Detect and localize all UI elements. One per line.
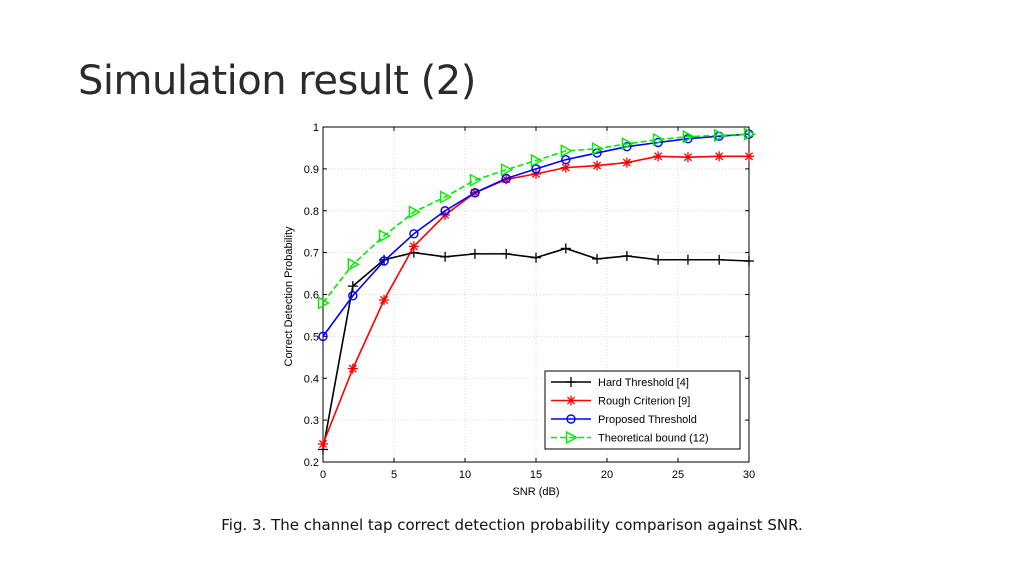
y-tick-label: 0.5 bbox=[304, 331, 319, 343]
y-tick-label: 0.4 bbox=[304, 373, 319, 385]
y-tick-label: 0.6 bbox=[304, 290, 319, 302]
data-point bbox=[621, 250, 632, 261]
legend-entry: Hard Threshold [4] bbox=[551, 377, 689, 389]
y-tick-label: 0.8 bbox=[304, 206, 319, 218]
data-point bbox=[408, 241, 419, 252]
y-tick-label: 0.9 bbox=[304, 164, 319, 176]
data-point bbox=[440, 206, 450, 216]
legend-entry: Proposed Threshold bbox=[551, 414, 697, 426]
data-point bbox=[347, 281, 358, 292]
legend-box bbox=[544, 370, 741, 450]
data-point bbox=[530, 153, 543, 168]
data-point bbox=[378, 229, 392, 243]
data-point bbox=[318, 438, 328, 449]
data-point bbox=[714, 254, 725, 265]
data-point bbox=[317, 296, 330, 310]
y-tick-label: 0.7 bbox=[304, 248, 319, 260]
y-axis-label: Correct Detection Probability bbox=[283, 226, 295, 367]
data-point bbox=[713, 128, 727, 143]
chart-series bbox=[317, 127, 756, 455]
x-tick-label: 10 bbox=[459, 469, 471, 481]
data-point bbox=[560, 144, 573, 158]
y-tick-label: 0.2 bbox=[304, 457, 319, 469]
legend-marker bbox=[566, 377, 576, 387]
y-tick-label: 1 bbox=[313, 122, 319, 134]
data-point bbox=[652, 132, 666, 147]
legend-entry: Rough Criterion [9] bbox=[551, 395, 690, 408]
data-point bbox=[347, 363, 358, 374]
data-point bbox=[682, 152, 693, 163]
data-point bbox=[682, 129, 695, 144]
data-point bbox=[500, 163, 514, 177]
data-point bbox=[714, 151, 725, 162]
series-3 bbox=[317, 127, 756, 310]
legend-entry: Theoretical bound (12) bbox=[551, 430, 709, 445]
data-point bbox=[409, 229, 419, 239]
x-tick-label: 25 bbox=[672, 469, 684, 481]
data-point bbox=[653, 254, 664, 265]
data-point bbox=[439, 190, 453, 204]
data-point bbox=[531, 252, 541, 263]
series-line bbox=[322, 133, 750, 337]
data-point bbox=[592, 253, 603, 264]
x-tick-label: 0 bbox=[320, 469, 326, 481]
data-point bbox=[408, 205, 421, 219]
x-tick-label: 15 bbox=[530, 469, 542, 481]
data-point bbox=[560, 243, 571, 254]
x-tick-label: 20 bbox=[601, 469, 613, 481]
chart-axes: 0 5 10 15 20 25 30 0.2 0.3 0.4 0.5 0.6 0.7 0.8 0.9 1 SNR… bbox=[283, 122, 755, 498]
data-point bbox=[347, 257, 360, 272]
data-point bbox=[682, 254, 693, 265]
series-line bbox=[322, 133, 750, 304]
y-tick-label: 0.3 bbox=[304, 415, 319, 427]
x-tick-label: 30 bbox=[743, 469, 755, 481]
data-point bbox=[501, 173, 511, 184]
data-point bbox=[621, 137, 634, 151]
chart-legend: Hard Threshold [4] Rough Criterion [9] Pro… bbox=[544, 370, 741, 450]
data-point bbox=[592, 160, 603, 171]
legend-label: Theoretical bound (12) bbox=[598, 433, 709, 445]
legend-label: Proposed Threshold bbox=[598, 414, 697, 426]
data-point bbox=[469, 173, 482, 187]
slide-title: Simulation result (2) bbox=[78, 58, 476, 104]
legend-marker bbox=[566, 395, 576, 406]
plot-frame bbox=[322, 126, 750, 463]
data-point bbox=[744, 151, 754, 162]
data-point bbox=[379, 256, 389, 266]
data-point bbox=[743, 127, 756, 141]
data-point bbox=[379, 294, 390, 305]
data-point bbox=[318, 331, 328, 342]
data-point bbox=[348, 291, 358, 301]
legend-marker bbox=[566, 414, 576, 424]
data-point bbox=[621, 157, 632, 168]
legend-marker bbox=[565, 430, 578, 445]
data-point bbox=[561, 154, 571, 165]
figure-caption: Fig. 3. The channel tap correct detectio… bbox=[221, 516, 803, 534]
data-point bbox=[531, 164, 541, 174]
data-point bbox=[653, 151, 664, 162]
legend-label: Hard Threshold [4] bbox=[598, 377, 689, 389]
data-point bbox=[440, 251, 451, 262]
legend-label: Rough Criterion [9] bbox=[598, 396, 690, 408]
data-point bbox=[591, 142, 605, 156]
data-point bbox=[469, 248, 480, 259]
data-point bbox=[744, 256, 754, 266]
x-tick-label: 5 bbox=[391, 469, 397, 481]
x-axis-label: SNR (dB) bbox=[512, 486, 559, 498]
data-point bbox=[470, 188, 480, 198]
data-point bbox=[501, 248, 512, 259]
